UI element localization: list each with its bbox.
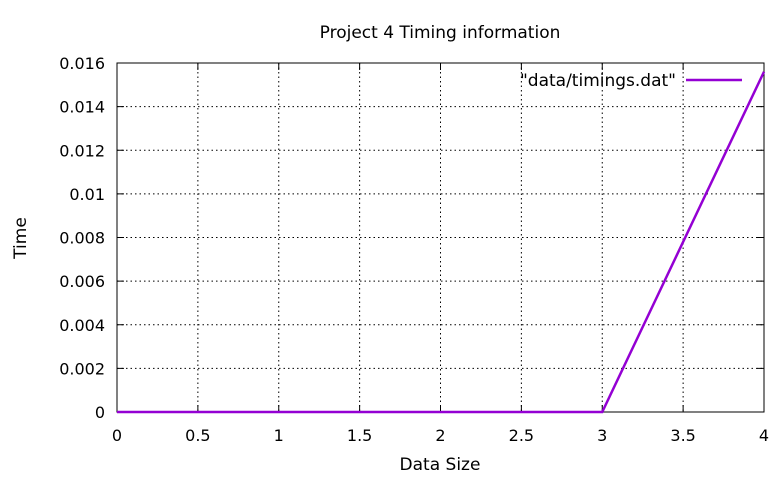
y-tick-label: 0.008: [59, 229, 105, 248]
y-tick-label: 0.006: [59, 272, 105, 291]
legend: "data/timings.dat": [520, 71, 742, 91]
y-tick-label: 0.01: [69, 185, 105, 204]
y-tick-label: 0.014: [59, 98, 105, 117]
x-axis-label: Data Size: [400, 455, 481, 475]
y-tick-label: 0.016: [59, 54, 105, 73]
x-tick-label: 0: [112, 426, 122, 445]
x-tick-label: 4: [759, 426, 769, 445]
x-tick-label: 3.5: [670, 426, 695, 445]
x-tick-label: 0.5: [185, 426, 210, 445]
x-axis-ticks: 0 0.5 1 1.5 2 2.5 3 3.5 4: [112, 63, 769, 445]
x-tick-label: 3: [597, 426, 607, 445]
y-axis-label: Time: [11, 217, 31, 260]
legend-label: "data/timings.dat": [520, 71, 676, 91]
x-tick-label: 2: [435, 426, 445, 445]
x-tick-label: 1: [274, 426, 284, 445]
y-tick-label: 0.002: [59, 359, 105, 378]
y-tick-label: 0.004: [59, 316, 105, 335]
grid: [117, 63, 764, 412]
series-line-timings: [117, 71, 766, 414]
y-tick-label: 0: [95, 403, 105, 422]
y-axis-ticks: 0 0.002 0.004 0.006 0.008 0.01 0.012 0.014 0.016: [59, 54, 764, 422]
y-tick-label: 0.012: [59, 141, 105, 160]
x-tick-label: 2.5: [509, 426, 534, 445]
x-tick-label: 1.5: [347, 426, 372, 445]
chart-title: Project 4 Timing information: [320, 23, 561, 43]
